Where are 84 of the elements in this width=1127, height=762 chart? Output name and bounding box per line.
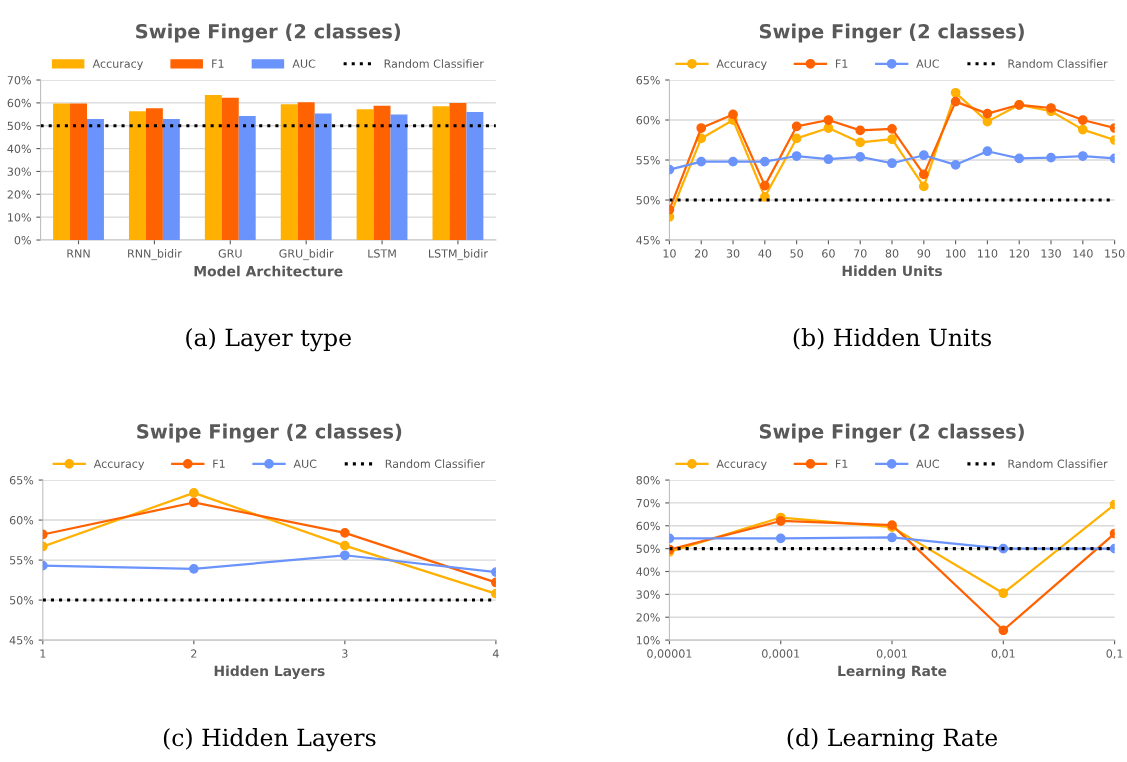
x-tick-label: 0,1 xyxy=(1106,649,1123,659)
x-tick-label: LSTM xyxy=(368,249,396,258)
x-tick-label: 10 xyxy=(663,249,676,258)
legend-label: Accuracy xyxy=(93,459,145,471)
legend-label: Random Classifier xyxy=(1008,459,1108,468)
x-axis-title: Learning Rate xyxy=(838,665,947,679)
x-tick-label: 100 xyxy=(946,249,966,258)
text: (b) Hidden Units xyxy=(793,328,991,350)
x-tick-label: 0,001 xyxy=(876,649,907,659)
y-tick-label: 60% xyxy=(9,516,34,525)
x-tick-label: 1 xyxy=(40,649,46,658)
y-tick-label: 50% xyxy=(636,196,660,205)
y-tick-label: 10% xyxy=(636,636,660,645)
x-tick-label: GRU_bidir xyxy=(279,249,334,261)
x-tick-label: RNN xyxy=(67,249,90,258)
x-tick-label: 30 xyxy=(726,249,740,258)
legend-label: Accuracy xyxy=(92,59,143,71)
text: (a) Layer type xyxy=(186,328,351,352)
x-tick-label: 0,01 xyxy=(991,649,1015,659)
chart-title: Swipe Finger (2 classes) xyxy=(759,23,1024,43)
legend-label: AUC xyxy=(916,59,940,68)
y-tick-label: 80% xyxy=(636,476,660,485)
x-tick-label: RNN_bidir xyxy=(128,249,182,261)
x-tick-label: 130 xyxy=(1041,249,1061,258)
x-tick-label: GRU xyxy=(218,249,242,258)
y-tick-label: 60% xyxy=(636,521,660,531)
y-tick-label: 45% xyxy=(9,636,34,645)
y-tick-label: 50% xyxy=(7,121,31,131)
x-tick-label: 90 xyxy=(917,249,931,258)
y-tick-label: 70% xyxy=(7,75,31,85)
y-tick-label: 50% xyxy=(636,544,660,554)
legend-label: AUC xyxy=(916,459,940,468)
x-axis-title: Model Architecture xyxy=(194,265,343,277)
y-tick-label: 55% xyxy=(9,556,34,565)
y-tick-label: 60% xyxy=(7,98,31,108)
x-tick-label: 70 xyxy=(854,249,867,258)
legend-label: Random Classifier xyxy=(1008,59,1108,68)
y-tick-label: 70% xyxy=(636,498,660,508)
y-tick-label: 60% xyxy=(636,115,660,125)
chart-title: Swipe Finger (2 classes) xyxy=(759,423,1024,443)
x-tick-label: 50 xyxy=(790,249,803,258)
x-tick-label: 3 xyxy=(342,649,348,658)
legend-label: Accuracy xyxy=(716,459,767,471)
y-tick-label: 40% xyxy=(7,144,31,153)
y-tick-label: 50% xyxy=(9,596,34,605)
y-tick-label: 20% xyxy=(7,190,31,199)
x-tick-label: LSTM_bidir xyxy=(429,249,488,261)
x-tick-label: 2 xyxy=(191,649,197,658)
x-tick-label: 120 xyxy=(1009,249,1030,258)
legend-label: AUC xyxy=(292,59,316,68)
y-tick-label: 10% xyxy=(8,213,31,222)
y-tick-label: 45% xyxy=(636,236,660,245)
chart-title: Swipe Finger (2 classes) xyxy=(136,23,401,43)
legend-label: F1 xyxy=(835,459,848,468)
x-tick-label: 110 xyxy=(978,249,998,258)
y-tick-label: 40% xyxy=(636,567,660,576)
legend-label: Random Classifier xyxy=(384,59,484,68)
legend-label: F1 xyxy=(835,59,848,68)
x-axis-title: Hidden Layers xyxy=(214,665,325,679)
text: (c) Hidden Layers xyxy=(163,728,376,752)
x-tick-label: 150 xyxy=(1105,249,1125,258)
x-tick-label: 0,0001 xyxy=(762,649,800,659)
x-tick-label: 40 xyxy=(758,249,772,258)
y-tick-label: 65% xyxy=(9,476,34,485)
y-tick-label: 55% xyxy=(636,155,660,165)
x-tick-label: 4 xyxy=(492,649,499,658)
y-tick-label: 30% xyxy=(636,590,660,599)
y-tick-label: 0% xyxy=(14,236,31,245)
x-tick-label: 80 xyxy=(885,249,899,258)
text: (d) Learning Rate xyxy=(787,728,998,752)
legend-label: Accuracy xyxy=(716,59,767,71)
legend-label: F1 xyxy=(212,59,224,68)
y-tick-label: 20% xyxy=(636,613,660,622)
legend-label: Random Classifier xyxy=(385,459,485,468)
legend-label: AUC xyxy=(293,459,317,468)
x-tick-label: 0,00001 xyxy=(647,649,692,659)
chart-title: Swipe Finger (2 classes) xyxy=(137,423,402,443)
x-tick-label: 20 xyxy=(694,249,708,258)
x-axis-title: Hidden Units xyxy=(842,265,942,277)
y-tick-label: 30% xyxy=(7,167,31,176)
x-tick-label: 60 xyxy=(822,249,835,258)
y-tick-label: 65% xyxy=(636,75,660,85)
x-tick-label: 140 xyxy=(1073,249,1093,258)
legend-label: F1 xyxy=(213,459,225,468)
